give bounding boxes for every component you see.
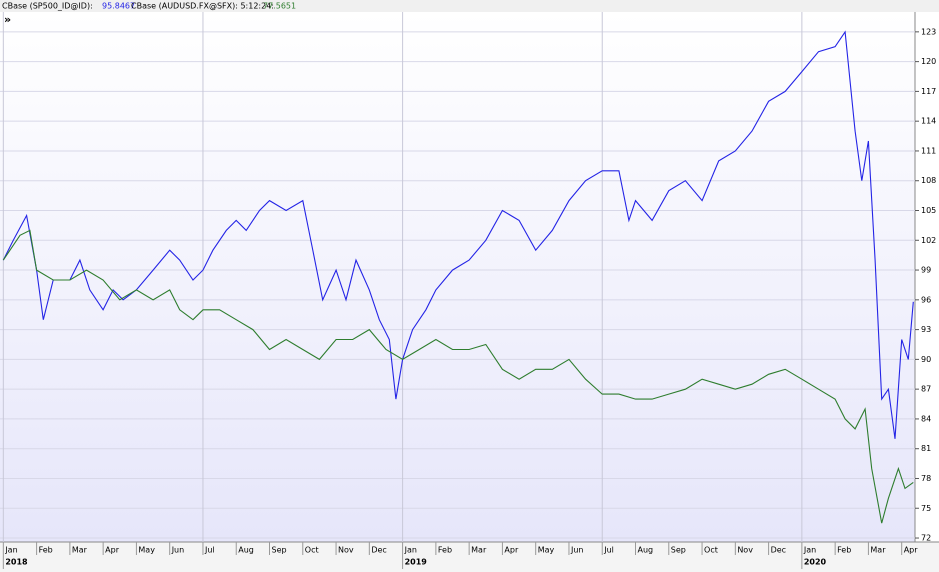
x-tick-label: Nov <box>737 546 753 555</box>
x-tick-label: Mar <box>471 546 487 555</box>
y-tick-label: 90 <box>921 355 931 364</box>
y-tick-label: 99 <box>921 266 931 275</box>
x-tick-label: Feb <box>837 546 851 555</box>
plot-area <box>0 12 915 542</box>
x-tick-label: May <box>138 546 155 555</box>
y-tick-label: 96 <box>921 295 931 304</box>
x-tick-label: Oct <box>704 546 718 555</box>
y-tick-label: 72 <box>921 534 931 543</box>
y-axis-panel <box>915 12 939 542</box>
y-tick-label: 75 <box>921 504 931 513</box>
y-tick-label: 84 <box>921 414 931 423</box>
y-tick-label: 93 <box>921 325 931 334</box>
year-label: 2020 <box>804 558 827 567</box>
expand-icon[interactable]: » <box>4 13 11 26</box>
y-tick-label: 123 <box>921 27 936 36</box>
y-tick-label: 87 <box>921 385 931 394</box>
series-line <box>2 30 914 439</box>
x-tick-label: Jan <box>4 546 17 555</box>
header-bar <box>0 0 939 12</box>
y-tick-label: 114 <box>921 117 936 126</box>
x-tick-label: Nov <box>338 546 354 555</box>
x-tick-label: Apr <box>904 546 919 555</box>
year-label: 2018 <box>5 558 28 567</box>
x-tick-label: Feb <box>39 546 53 555</box>
x-tick-label: Apr <box>105 546 120 555</box>
y-tick-label: 117 <box>921 87 936 96</box>
x-tick-label: Dec <box>771 546 786 555</box>
x-tick-label: Sep <box>272 546 287 555</box>
year-label: 2019 <box>405 558 428 567</box>
x-tick-label: Jul <box>603 546 614 555</box>
x-tick-label: Jul <box>204 546 215 555</box>
series-line <box>2 229 914 524</box>
x-tick-label: Jan <box>803 546 816 555</box>
header-value: 95.8467 <box>102 2 135 11</box>
x-tick-label: Feb <box>438 546 452 555</box>
x-tick-label: Jun <box>171 546 185 555</box>
y-tick-label: 120 <box>921 57 936 66</box>
y-tick-label: 102 <box>921 236 936 245</box>
x-tick-label: Mar <box>72 546 88 555</box>
x-tick-label: Jun <box>570 546 584 555</box>
x-tick-label: Dec <box>371 546 386 555</box>
x-tick-label: Jan <box>404 546 417 555</box>
x-tick-label: Aug <box>638 546 654 555</box>
x-tick-label: Apr <box>504 546 519 555</box>
y-tick-label: 111 <box>921 146 936 155</box>
y-tick-label: 108 <box>921 176 936 185</box>
header-value: 77.5651 <box>263 2 296 11</box>
header-label: CBase (AUDUSD.FX@SFX): 5:12:24: <box>131 2 274 11</box>
x-tick-label: May <box>538 546 555 555</box>
x-tick-label: Aug <box>238 546 254 555</box>
x-tick-label: Oct <box>305 546 319 555</box>
x-tick-label: Sep <box>671 546 686 555</box>
x-tick-label: Mar <box>870 546 886 555</box>
y-tick-label: 78 <box>921 474 931 483</box>
y-tick-label: 81 <box>921 444 931 453</box>
header-label: CBase (SP500_ID@ID): <box>2 2 93 11</box>
y-tick-label: 105 <box>921 206 936 215</box>
